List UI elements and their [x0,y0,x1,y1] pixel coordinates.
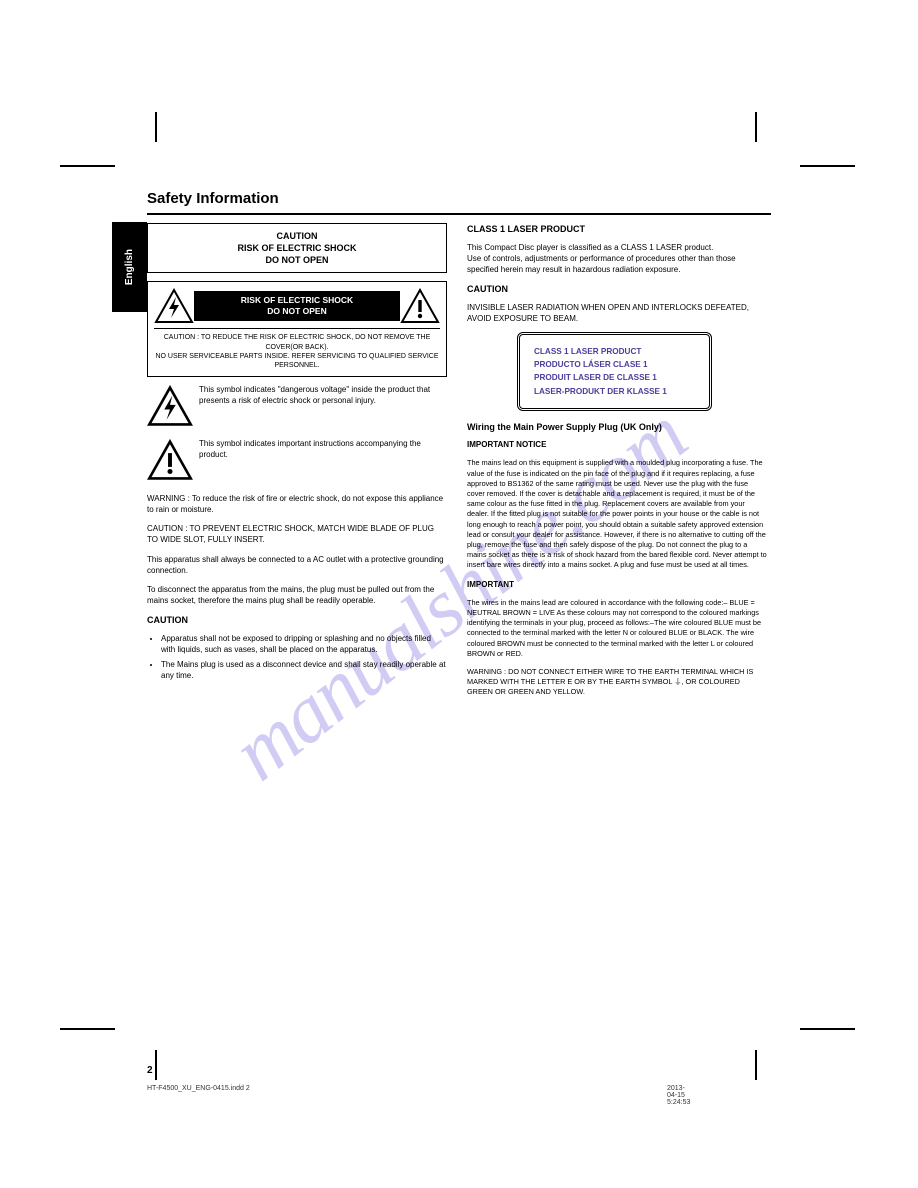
crop-mark [755,112,757,142]
bolt-explain-text: This symbol indicates "dangerous voltage… [199,385,430,405]
laser-label-line: LASER-PRODUKT DER KLASSE 1 [534,385,695,398]
disconnect-text: To disconnect the apparatus from the mai… [147,584,447,606]
footer-time: 2013-04-15 5:24:53 [667,1085,690,1106]
wiring-important: IMPORTANT [467,579,767,590]
language-tab-label: English [124,249,135,285]
caution-risk: RISK OF ELECTRIC SHOCK DO NOT OPEN [154,242,440,266]
two-column-layout: CAUTION RISK OF ELECTRIC SHOCK DO NOT OP… [147,223,771,706]
crop-mark [60,165,115,167]
crop-mark [800,165,855,167]
excl-explain: This symbol indicates important instruct… [147,439,447,483]
footer: HT-F4500_XU_ENG-0415.indd 2 2013-04-15 5… [147,1085,250,1092]
caution-plug-text: CAUTION : TO PREVENT ELECTRIC SHOCK, MAT… [147,523,447,545]
grounding-text: This apparatus shall always be connected… [147,554,447,576]
caution2-list: Apparatus shall not be exposed to drippi… [147,633,447,682]
caution-note: CAUTION : TO REDUCE THE RISK OF ELECTRIC… [154,333,440,369]
crop-mark [155,1050,157,1080]
warning-text: WARNING : To reduce the risk of fire or … [147,493,447,515]
shock-center-text: RISK OF ELECTRIC SHOCK DO NOT OPEN [194,291,400,321]
page-number: 2 [147,1065,153,1076]
crop-mark [155,112,157,142]
footer-filename: HT-F4500_XU_ENG-0415.indd 2 [147,1085,250,1092]
bolt-triangle-icon [147,385,193,427]
exclaim-triangle-icon [400,288,440,324]
section-title: Safety Information [147,190,771,215]
laser-class-label: CLASS 1 LASER PRODUCT PRODUCTO LÁSER CLA… [517,332,712,411]
wiring-notice: IMPORTANT NOTICE [467,439,767,450]
caution2-item: Apparatus shall not be exposed to drippi… [161,633,447,655]
caution-title: CAUTION [154,230,440,242]
exclaim-triangle-icon [147,439,193,481]
language-tab: English [112,222,147,312]
caution-laser-body: INVISIBLE LASER RADIATION WHEN OPEN AND … [467,302,767,324]
right-column: CLASS 1 LASER PRODUCT This Compact Disc … [467,223,767,706]
excl-explain-text: This symbol indicates important instruct… [199,439,421,459]
wiring-title: Wiring the Main Power Supply Plug (UK On… [467,421,767,434]
class1-body: This Compact Disc player is classified a… [467,242,767,276]
class1-title: CLASS 1 LASER PRODUCT [467,223,767,236]
caution2-title: CAUTION [147,614,447,627]
caution-box: CAUTION RISK OF ELECTRIC SHOCK DO NOT OP… [147,223,447,273]
left-column: CAUTION RISK OF ELECTRIC SHOCK DO NOT OP… [147,223,447,706]
wiring-warn: WARNING : DO NOT CONNECT EITHER WIRE TO … [467,667,767,698]
bolt-explain: This symbol indicates "dangerous voltage… [147,385,447,429]
caution2-item: The Mains plug is used as a disconnect d… [161,659,447,681]
crop-mark [755,1050,757,1080]
caution-laser-title: CAUTION [467,283,767,296]
laser-label-line: PRODUCTO LÁSER CLASE 1 [534,358,695,371]
laser-label-line: PRODUIT LASER DE CLASSE 1 [534,371,695,384]
wiring-p1: The mains lead on this equipment is supp… [467,458,767,570]
laser-label-line: CLASS 1 LASER PRODUCT [534,345,695,358]
bolt-triangle-icon [154,288,194,324]
crop-mark [60,1028,115,1030]
page-content: Safety Information CAUTION RISK OF ELECT… [147,190,771,706]
crop-mark [800,1028,855,1030]
shock-box: RISK OF ELECTRIC SHOCK DO NOT OPEN CAUTI… [147,281,447,376]
wiring-p2: The wires in the mains lead are coloured… [467,598,767,659]
